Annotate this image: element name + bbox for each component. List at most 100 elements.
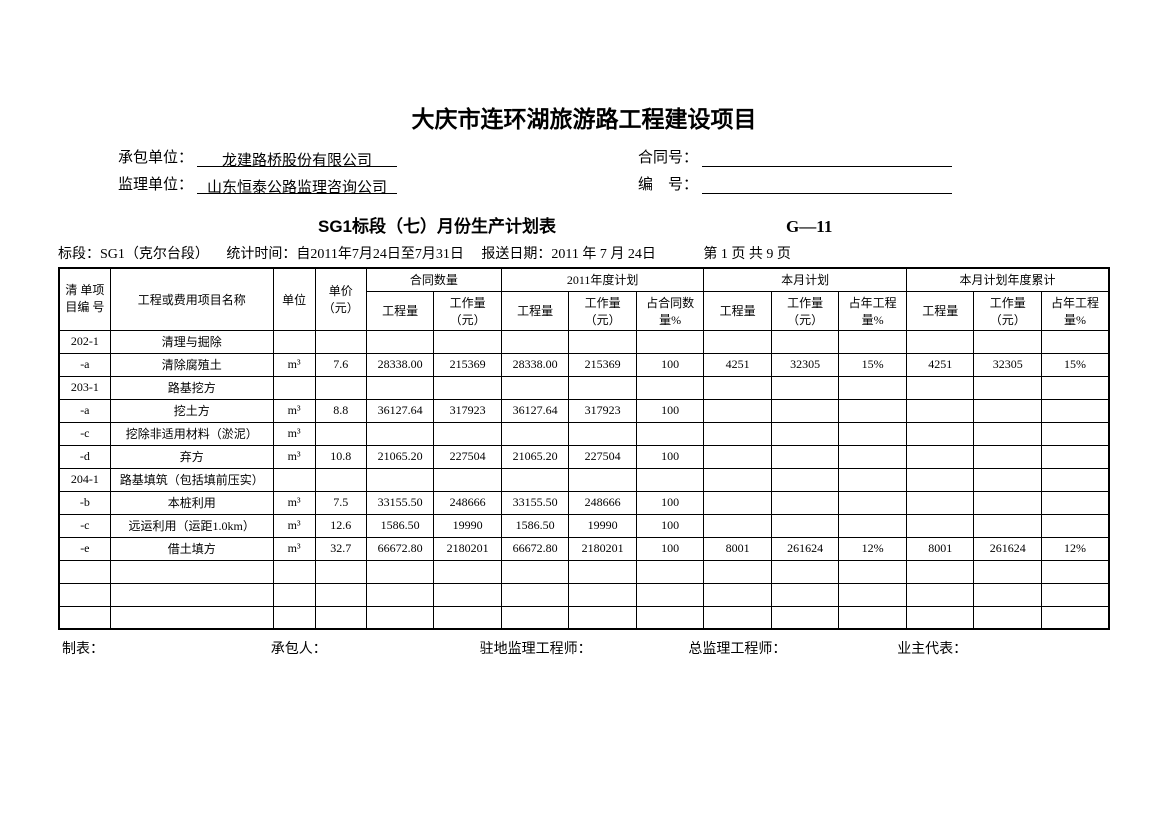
sub-title-row: SG1标段（七）月份生产计划表 G—11 xyxy=(58,212,1110,237)
cell-y_qty xyxy=(501,376,569,399)
cell-unit xyxy=(273,606,315,629)
cell-c_qty: 21065.20 xyxy=(366,445,434,468)
cell-c_work: 317923 xyxy=(434,399,502,422)
cell-price: 7.6 xyxy=(315,353,366,376)
cell-m_qty xyxy=(704,606,772,629)
cell-unit: m³ xyxy=(273,445,315,468)
cell-m_work xyxy=(771,422,839,445)
cell-c_work xyxy=(434,560,502,583)
table-row: -c挖除非适用材料（淤泥）m³ xyxy=(59,422,1109,445)
cell-m_pct xyxy=(839,422,907,445)
cell-name xyxy=(110,583,273,606)
cell-y_pct xyxy=(636,422,704,445)
footer-zongjianli: 总监理工程师： xyxy=(688,638,897,658)
cell-c_work xyxy=(434,376,502,399)
cell-a_work xyxy=(974,560,1042,583)
cell-a_qty xyxy=(906,376,974,399)
th-a-work: 工作量（元） xyxy=(974,291,1042,330)
cell-id: -a xyxy=(59,399,110,422)
cell-m_pct xyxy=(839,583,907,606)
table-row xyxy=(59,560,1109,583)
cell-unit xyxy=(273,560,315,583)
cell-unit xyxy=(273,468,315,491)
data-table: 清 单项 目编 号 工程或费用项目名称 单位 单价（元） 合同数量 2011年度… xyxy=(58,267,1110,630)
cell-y_qty: 21065.20 xyxy=(501,445,569,468)
cell-id xyxy=(59,583,110,606)
th-y-pct: 占合同数量% xyxy=(636,291,704,330)
cell-id: -c xyxy=(59,514,110,537)
cell-m_pct xyxy=(839,468,907,491)
serial-label: 编 号： xyxy=(638,173,698,194)
cell-id: -a xyxy=(59,353,110,376)
cell-m_qty xyxy=(704,491,772,514)
cell-y_work: 248666 xyxy=(569,491,637,514)
cell-a_pct xyxy=(1041,330,1109,353)
cell-unit xyxy=(273,330,315,353)
th-y-work: 工作量（元） xyxy=(569,291,637,330)
cell-a_work xyxy=(974,330,1042,353)
cell-y_pct: 100 xyxy=(636,537,704,560)
cell-c_qty xyxy=(366,583,434,606)
meta-row: 标段：SG1（克尔台段） 统计时间：自2011年7月24日至7月31日 报送日期… xyxy=(58,243,1110,263)
cell-a_qty: 4251 xyxy=(906,353,974,376)
cell-y_qty: 33155.50 xyxy=(501,491,569,514)
cell-unit: m³ xyxy=(273,491,315,514)
th-id: 清 单项 目编 号 xyxy=(59,268,110,330)
cell-y_qty: 1586.50 xyxy=(501,514,569,537)
cell-c_work: 248666 xyxy=(434,491,502,514)
cell-m_qty xyxy=(704,376,772,399)
cell-m_pct xyxy=(839,491,907,514)
cell-y_work xyxy=(569,468,637,491)
cell-a_work xyxy=(974,514,1042,537)
cell-id: 203-1 xyxy=(59,376,110,399)
cell-a_qty xyxy=(906,514,974,537)
cell-m_work xyxy=(771,330,839,353)
cell-a_pct xyxy=(1041,399,1109,422)
cell-c_work xyxy=(434,468,502,491)
cell-a_pct xyxy=(1041,606,1109,629)
th-unit: 单位 xyxy=(273,268,315,330)
th-a-pct: 占年工程量% xyxy=(1041,291,1109,330)
cell-c_qty xyxy=(366,422,434,445)
cell-price xyxy=(315,376,366,399)
cell-m_pct xyxy=(839,606,907,629)
cell-m_qty xyxy=(704,422,772,445)
cell-unit: m³ xyxy=(273,399,315,422)
cell-a_pct: 12% xyxy=(1041,537,1109,560)
cell-a_work xyxy=(974,491,1042,514)
cell-c_qty xyxy=(366,560,434,583)
cell-a_qty xyxy=(906,560,974,583)
cell-y_qty xyxy=(501,606,569,629)
cell-y_work: 215369 xyxy=(569,353,637,376)
cell-m_work: 261624 xyxy=(771,537,839,560)
cell-y_work: 227504 xyxy=(569,445,637,468)
cell-m_work xyxy=(771,583,839,606)
cell-m_pct xyxy=(839,376,907,399)
cell-m_work xyxy=(771,560,839,583)
meta-section: 标段：SG1（克尔台段） xyxy=(58,247,209,262)
cell-name: 路基填筑（包括填前压实） xyxy=(110,468,273,491)
table-row: -e借土填方m³32.766672.80218020166672.8021802… xyxy=(59,537,1109,560)
cell-name: 本桩利用 xyxy=(110,491,273,514)
cell-a_work: 261624 xyxy=(974,537,1042,560)
cell-price: 12.6 xyxy=(315,514,366,537)
cell-y_work xyxy=(569,422,637,445)
cell-id: 204-1 xyxy=(59,468,110,491)
cell-y_pct: 100 xyxy=(636,353,704,376)
cell-unit: m³ xyxy=(273,537,315,560)
cell-m_work xyxy=(771,514,839,537)
cell-y_qty: 66672.80 xyxy=(501,537,569,560)
page-container: 大庆市连环湖旅游路工程建设项目 承包单位： 龙建路桥股份有限公司 合同号： 监理… xyxy=(0,0,1168,658)
cell-unit xyxy=(273,583,315,606)
cell-c_work: 19990 xyxy=(434,514,502,537)
cell-a_qty xyxy=(906,468,974,491)
cell-price: 7.5 xyxy=(315,491,366,514)
cell-y_work: 317923 xyxy=(569,399,637,422)
serial-value xyxy=(702,176,952,194)
cell-id xyxy=(59,606,110,629)
cell-a_qty xyxy=(906,399,974,422)
cell-a_work xyxy=(974,468,1042,491)
th-month-cum: 本月计划年度累计 xyxy=(906,268,1109,291)
cell-a_pct xyxy=(1041,422,1109,445)
cell-price xyxy=(315,606,366,629)
